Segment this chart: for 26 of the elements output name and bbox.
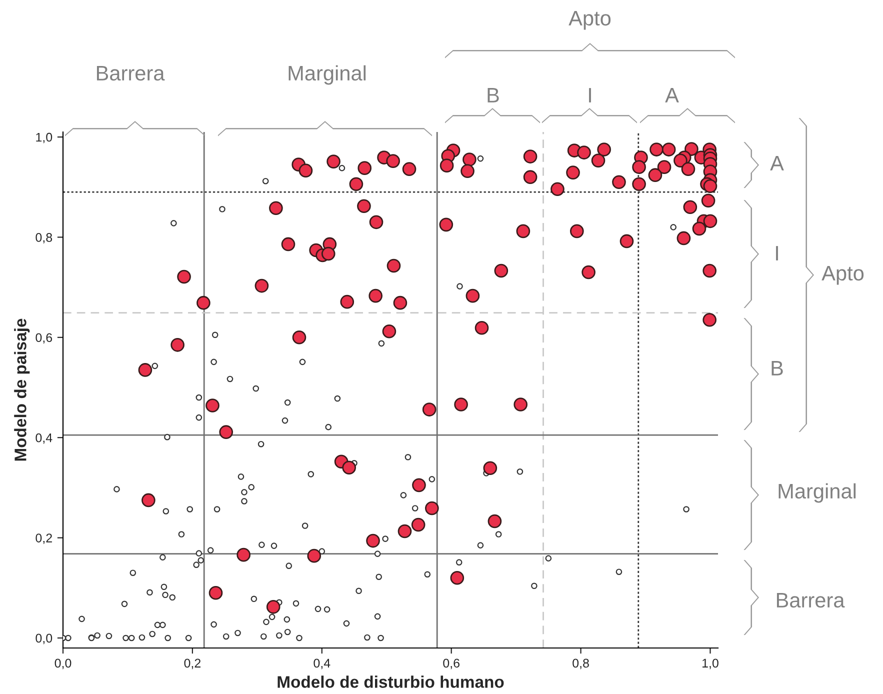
text: A <box>770 156 784 170</box>
text: Barrera <box>776 593 845 608</box>
x-tick-label: 1,0 <box>702 658 718 670</box>
text: Marginal <box>778 483 856 503</box>
x-tick-label: 0,4 <box>314 658 330 670</box>
y-tick-label: 0,6 <box>36 333 52 344</box>
text: I <box>776 246 778 260</box>
text: B <box>772 361 783 376</box>
text: Barrera <box>96 66 165 81</box>
x-axis-title: Modelo de disturbio humano <box>278 676 504 688</box>
y-tick-label: 0,4 <box>36 433 52 444</box>
text: I <box>589 88 591 102</box>
x-tick-label: 0,8 <box>572 658 589 670</box>
y-tick-label: 0,8 <box>36 233 52 244</box>
x-tick-label: 0,2 <box>184 658 201 670</box>
y-tick-label: 1,0 <box>36 132 52 144</box>
x-tick-label: 0,0 <box>54 658 72 670</box>
text: B <box>488 88 499 102</box>
text: A <box>665 88 679 102</box>
text: Marginal <box>288 65 366 85</box>
y-tick-label: 0,2 <box>36 534 52 544</box>
text: Apto <box>822 266 864 285</box>
y-tick-label: 0,0 <box>36 634 52 644</box>
y-axis-title: Modelo de paisaje <box>14 318 30 461</box>
text: Apto <box>568 11 611 30</box>
x-tick-label: 0,6 <box>443 658 460 670</box>
